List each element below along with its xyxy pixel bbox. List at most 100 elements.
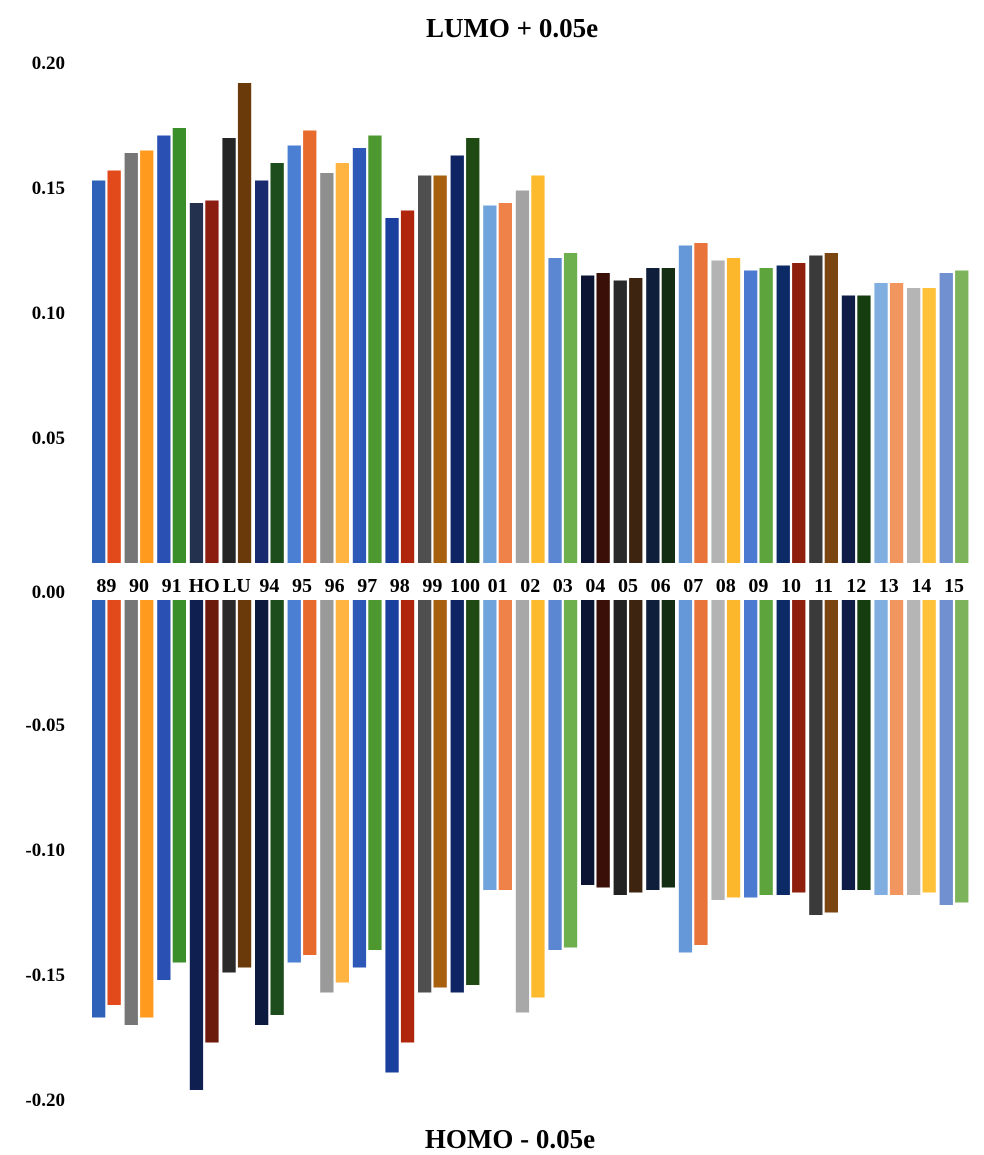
homo-bar-04	[581, 600, 595, 885]
homo-bar-94	[255, 600, 269, 1025]
x-tick-label: LU	[223, 575, 251, 597]
x-tick-label: 95	[292, 575, 312, 597]
lumo-bar-90	[124, 153, 138, 563]
lumo-bar-02	[531, 175, 545, 563]
lumo-bar-10	[776, 265, 790, 563]
x-tick-label: 10	[781, 575, 801, 597]
homo-bar-13	[874, 600, 888, 895]
x-tick-label: 98	[390, 575, 410, 597]
x-tick-label: 07	[683, 575, 703, 597]
homo-bar-96	[320, 600, 334, 993]
homo-bar-09	[744, 600, 758, 898]
homo-bar-100	[466, 600, 480, 985]
homo-bar-96	[335, 600, 349, 983]
homo-bar-07	[678, 600, 693, 953]
homo-bar-07	[694, 600, 708, 945]
lumo-bar-89	[107, 170, 121, 563]
lumo-bar-HO	[205, 200, 219, 563]
homo-bar-99	[418, 600, 432, 993]
lumo-bar-94	[255, 180, 269, 563]
lumo-bars	[92, 83, 969, 563]
x-tick-label: 96	[325, 575, 345, 597]
homo-bar-02	[515, 600, 530, 1013]
y-axis: 0.20 0.15 0.10 0.05 0.00 -0.05 -0.10 -0.15 -0.20	[25, 53, 65, 1111]
homo-bars	[92, 600, 969, 1090]
homo-bar-100	[450, 600, 464, 993]
homo-bar-05	[613, 600, 627, 895]
x-tick-label: 03	[553, 575, 573, 597]
lumo-bar-13	[889, 283, 904, 563]
lumo-bar-95	[303, 130, 317, 563]
lumo-bar-05	[613, 280, 627, 563]
x-tick-label: 01	[488, 575, 508, 597]
homo-bar-08	[711, 600, 725, 900]
x-tick-label: 06	[651, 575, 671, 597]
x-tick-label: 09	[748, 575, 768, 597]
homo-bar-LU	[222, 600, 236, 973]
x-tick-label: 97	[357, 575, 377, 597]
lumo-bar-LU	[237, 83, 252, 563]
y-tick-label: -0.05	[25, 715, 65, 736]
x-tick-label: 11	[814, 575, 833, 597]
lumo-bar-06	[661, 268, 675, 563]
lumo-bar-94	[270, 163, 284, 563]
homo-bar-90	[140, 600, 154, 1018]
lumo-bar-09	[759, 268, 773, 563]
y-tick-label: -0.15	[25, 965, 65, 986]
homo-bar-12	[857, 600, 871, 890]
homo-bar-14	[922, 600, 936, 893]
x-tick-label: 08	[716, 575, 736, 597]
lumo-bar-11	[824, 253, 838, 563]
lumo-bar-02	[515, 190, 530, 563]
lumo-bar-97	[352, 148, 367, 563]
homo-bar-10	[792, 600, 806, 893]
lumo-bar-06	[646, 268, 660, 563]
lumo-bar-03	[548, 258, 562, 563]
lumo-bar-99	[433, 175, 447, 563]
homo-bar-91	[172, 600, 186, 963]
x-axis-labels: 89 90 91 HO LU 94 95 96 97 98 99 100 01 02 03 04 05 06 07 0…	[96, 575, 964, 597]
homo-bar-06	[646, 600, 660, 890]
lumo-bar-12	[857, 295, 871, 563]
homo-bar-HO	[205, 600, 219, 1043]
lumo-bar-11	[809, 255, 823, 563]
lumo-bar-98	[385, 218, 399, 563]
lumo-bar-97	[368, 135, 382, 563]
homo-bar-95	[303, 600, 317, 955]
lumo-bar-96	[335, 163, 349, 563]
homo-bar-09	[759, 600, 773, 895]
x-tick-label: 12	[846, 575, 866, 597]
lumo-bar-89	[92, 180, 106, 563]
lumo-bar-03	[563, 253, 578, 563]
x-tick-label: 94	[259, 575, 279, 597]
homo-bar-08	[726, 600, 741, 898]
y-tick-label: 0.00	[32, 582, 65, 603]
x-tick-label: 90	[129, 575, 149, 597]
homo-bar-10	[776, 600, 790, 895]
x-tick-label: 02	[520, 575, 540, 597]
chart-bottom-title: HOMO - 0.05e	[425, 1124, 595, 1154]
y-tick-label: -0.20	[25, 1090, 65, 1111]
x-tick-label: 05	[618, 575, 638, 597]
lumo-bar-91	[157, 135, 171, 563]
y-tick-label: 0.15	[32, 178, 65, 199]
homo-bar-14	[907, 600, 921, 895]
lumo-bar-09	[744, 270, 758, 563]
homo-bar-04	[596, 600, 610, 888]
lumo-bar-LU	[222, 138, 236, 563]
lumo-bar-99	[418, 175, 432, 563]
x-tick-label: 91	[162, 575, 182, 597]
lumo-bar-91	[172, 128, 186, 563]
lumo-bar-07	[694, 243, 708, 563]
lumo-bar-14	[922, 288, 936, 563]
lumo-bar-98	[400, 210, 415, 563]
x-tick-label: 89	[96, 575, 116, 597]
homo-bar-12	[841, 600, 856, 890]
homo-bar-01	[498, 600, 512, 890]
lumo-bar-12	[841, 295, 856, 563]
homo-bar-11	[809, 600, 823, 915]
homo-bar-98	[400, 600, 415, 1043]
x-tick-label: 14	[911, 575, 931, 597]
homo-bar-02	[531, 600, 545, 998]
lumo-bar-15	[955, 270, 969, 563]
